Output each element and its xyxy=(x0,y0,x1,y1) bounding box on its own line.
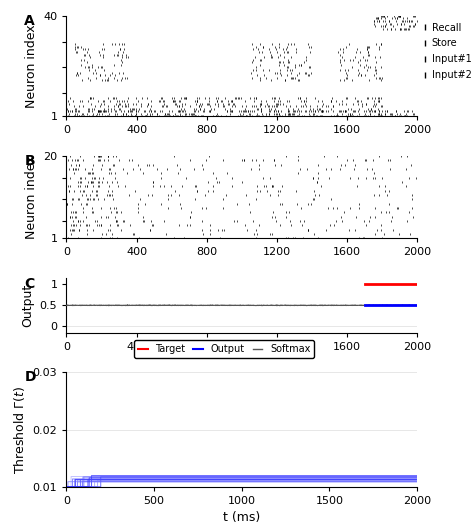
Text: D: D xyxy=(24,370,36,384)
X-axis label: t (ms): t (ms) xyxy=(223,511,260,524)
Y-axis label: Threshold $\Gamma(t)$: Threshold $\Gamma(t)$ xyxy=(12,385,27,474)
Legend: Recall, Store, Input#1, Input#2: Recall, Store, Input#1, Input#2 xyxy=(417,19,474,84)
Y-axis label: Neuron index: Neuron index xyxy=(25,24,37,108)
Text: C: C xyxy=(24,277,35,291)
Legend: Target, Output, Softmax: Target, Output, Softmax xyxy=(134,340,314,358)
Y-axis label: Output: Output xyxy=(21,284,34,327)
Text: B: B xyxy=(24,154,35,168)
Text: A: A xyxy=(24,14,35,28)
Y-axis label: Neuron index: Neuron index xyxy=(25,156,37,239)
